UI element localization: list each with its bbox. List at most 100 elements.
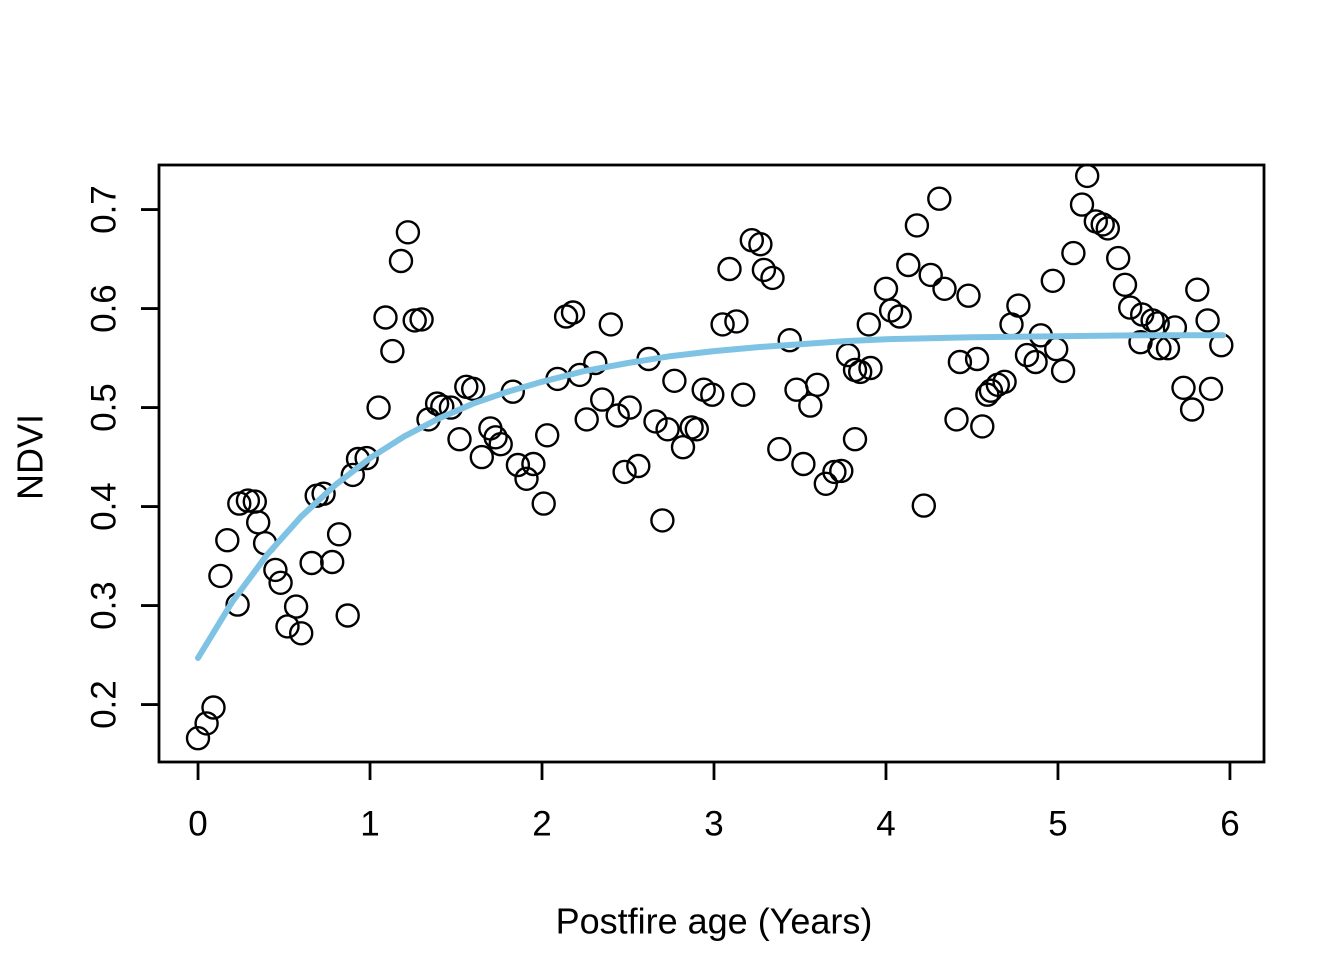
data-point — [805, 372, 830, 397]
data-point — [748, 231, 773, 257]
fit-line — [195, 332, 1227, 661]
data-point — [944, 407, 969, 432]
data-point — [858, 355, 883, 381]
data-point — [751, 257, 777, 283]
data-point — [887, 304, 912, 329]
data-point — [842, 427, 868, 452]
data-point — [326, 522, 352, 547]
data-point — [1090, 212, 1115, 237]
data-point — [791, 451, 816, 477]
data-point — [1112, 272, 1138, 297]
data-point — [605, 403, 630, 428]
y-tick-label: 0.4 — [85, 482, 124, 531]
data-point — [970, 414, 995, 439]
data-point — [583, 350, 608, 376]
data-point — [461, 376, 486, 401]
data-point — [1023, 349, 1048, 375]
data-point — [505, 452, 531, 478]
data-point — [873, 276, 899, 301]
data-point — [521, 451, 546, 477]
x-tick-label: 5 — [1048, 805, 1067, 844]
data-point — [395, 220, 421, 245]
data-point — [215, 528, 240, 553]
data-point — [590, 387, 615, 412]
y-tick-label: 0.7 — [85, 185, 124, 234]
x-tick-label: 1 — [360, 805, 379, 844]
data-point — [655, 417, 680, 442]
data-point — [598, 312, 623, 337]
data-point — [1043, 336, 1069, 362]
data-point — [560, 300, 586, 325]
data-point — [1179, 397, 1205, 422]
data-point — [246, 510, 271, 535]
data-point — [424, 391, 450, 416]
data-point — [626, 453, 651, 479]
data-point — [978, 378, 1004, 403]
data-point — [320, 549, 345, 575]
data-point — [1198, 376, 1224, 401]
data-point — [366, 395, 391, 420]
data-point — [896, 252, 921, 278]
data-point — [835, 342, 861, 368]
data-point — [670, 435, 696, 460]
data-points-layer — [185, 163, 1234, 751]
data-point — [829, 458, 854, 484]
data-point — [535, 423, 560, 448]
data-point — [447, 427, 472, 452]
data-point — [904, 213, 930, 238]
data-point — [340, 462, 365, 488]
y-tick-label: 0.6 — [85, 284, 124, 333]
data-point — [777, 328, 802, 353]
data-point — [488, 432, 513, 457]
data-point — [335, 603, 360, 628]
data-point — [268, 570, 293, 595]
data-point — [798, 393, 823, 418]
data-point — [932, 276, 957, 301]
data-point — [760, 265, 785, 291]
data-point — [275, 614, 300, 639]
x-tick-label: 4 — [876, 805, 895, 844]
data-point — [1050, 358, 1076, 384]
data-point — [1069, 192, 1095, 217]
data-point — [947, 349, 973, 375]
data-point — [612, 459, 637, 485]
data-point — [1171, 375, 1196, 400]
data-point — [531, 491, 556, 516]
data-point — [1195, 308, 1220, 333]
data-point — [650, 508, 675, 533]
data-point — [263, 557, 288, 583]
data-point — [1095, 216, 1121, 241]
data-point — [956, 283, 981, 308]
axes-layer: 0 1 2 3 4 5 6 0.2 0.3 0.4 0.5 0.6 0.7 — [85, 185, 1240, 843]
data-point — [918, 262, 943, 288]
data-point — [388, 248, 414, 274]
data-point — [1006, 293, 1031, 318]
data-point — [409, 307, 434, 332]
data-point — [1117, 295, 1143, 320]
data-point — [684, 417, 709, 442]
data-point — [964, 346, 990, 372]
data-point — [1061, 240, 1086, 266]
data-point — [1040, 268, 1066, 293]
data-point — [911, 493, 936, 518]
data-point — [1074, 163, 1100, 189]
plot-border — [157, 163, 1266, 764]
data-point — [299, 550, 324, 576]
data-point — [201, 695, 226, 720]
x-tick-label: 6 — [1220, 805, 1239, 844]
data-point — [710, 312, 735, 337]
x-tick-label: 0 — [188, 805, 207, 844]
data-point — [208, 563, 233, 589]
data-point — [1140, 308, 1165, 333]
fit-line-layer — [195, 332, 1227, 661]
y-axis-title: NDVI — [10, 414, 51, 500]
data-point — [662, 368, 687, 393]
data-point — [1185, 277, 1210, 302]
data-point — [283, 594, 309, 619]
data-point — [185, 726, 211, 751]
x-tick-label: 3 — [704, 805, 723, 844]
data-point — [380, 338, 405, 364]
data-point — [717, 256, 742, 282]
x-tick-label: 2 — [532, 805, 551, 844]
